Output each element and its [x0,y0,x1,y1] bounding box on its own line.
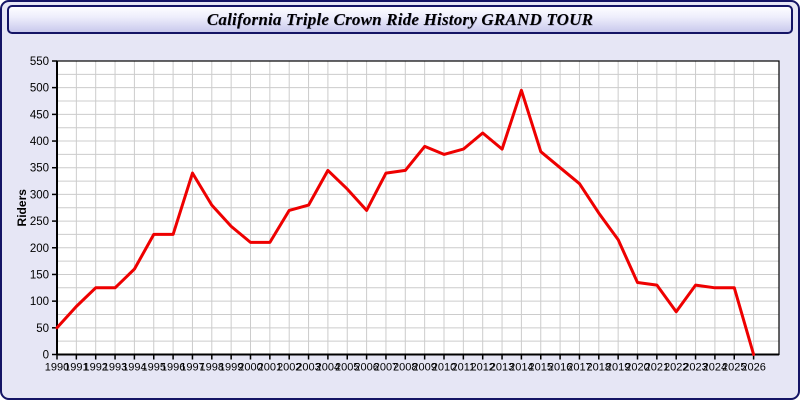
x-tick-label: 1996 [161,362,185,374]
y-tick-label: 250 [30,216,49,228]
y-tick-label: 0 [43,350,49,362]
x-tick-label: 2023 [683,362,707,374]
x-tick-label: 2026 [741,362,765,374]
x-tick-label: 2010 [432,362,456,374]
x-tick-label: 2013 [490,362,514,374]
y-tick-label: 150 [30,269,49,281]
y-tick-label: 100 [30,296,49,308]
y-tick-label: 500 [30,83,49,95]
y-tick-label: 300 [30,189,49,201]
title-bar: California Triple Crown Ride History GRA… [7,5,793,34]
x-tick-label: 2012 [470,362,494,374]
y-tick-label: 200 [30,243,49,255]
x-tick-label: 2004 [316,362,340,374]
x-tick-label: 2020 [625,362,649,374]
x-tick-label: 2025 [722,362,746,374]
x-tick-label: 2001 [258,362,282,374]
x-tick-label: 2005 [335,362,359,374]
x-tick-label: 2007 [374,362,398,374]
x-tick-label: 1993 [103,362,127,374]
x-tick-label: 2022 [664,362,688,374]
x-tick-label: 1997 [180,362,204,374]
x-tick-label: 2016 [548,362,572,374]
y-tick-label: 550 [30,56,49,68]
riders-series-line [55,88,756,356]
x-tick-label: 1991 [64,362,88,374]
y-tick-label: 350 [30,163,49,175]
x-tick-label: 2017 [567,362,591,374]
x-tick-label: 2019 [606,362,630,374]
x-tick-label: 2024 [703,362,727,374]
x-tick-label: 2008 [393,362,417,374]
x-tick-label: 2021 [645,362,669,374]
x-tick-label: 1990 [45,362,69,374]
x-tick-label: 2014 [509,362,533,374]
x-tick-label: 2011 [452,362,476,374]
chart-title: California Triple Crown Ride History GRA… [206,9,594,29]
x-tick-label: 2009 [412,362,436,374]
x-tick-label: 1998 [200,362,224,374]
y-tick-label: 450 [30,109,49,121]
ride-history-chart: 0 50 100 150 200 250 300 350 400 450 500 550 1990 199… [2,36,798,398]
x-tick-label: 2000 [238,362,262,374]
line-plot-canvas: 0501001502002503003504004505005501990199… [15,56,780,374]
y-tick-label: 400 [30,136,49,148]
x-tick-label: 1995 [142,362,166,374]
x-tick-label: 1992 [83,362,107,374]
x-tick-label: 1994 [122,362,146,374]
y-tick-label: 50 [36,323,49,335]
y-axis-title: Riders [15,189,29,227]
x-tick-label: 2006 [354,362,378,374]
x-tick-label: 2018 [587,362,611,374]
x-tick-label: 2015 [529,362,553,374]
x-tick-label: 1999 [219,362,243,374]
x-tick-label: 2003 [296,362,320,374]
x-tick-label: 2002 [277,362,301,374]
